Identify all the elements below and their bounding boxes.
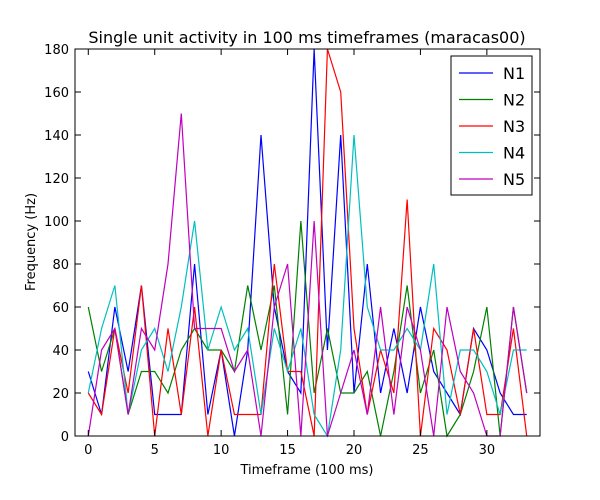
series-line-n5	[87, 113, 528, 437]
legend-label-n4: N4	[503, 144, 525, 163]
legend-label-n2: N2	[503, 91, 525, 110]
x-axis-ticks: 0 5 10 15 20 25 30	[84, 49, 495, 458]
y-tick-label: 80	[52, 258, 69, 273]
x-tick-label: 30	[479, 443, 496, 458]
y-axis-ticks: 0 20 40 60 80 100 120 140 160 180	[44, 43, 540, 445]
x-tick-label: 10	[213, 443, 230, 458]
y-tick-label: 60	[52, 301, 69, 316]
x-tick-label: 0	[84, 443, 92, 458]
series-line-n1	[87, 48, 527, 437]
legend-label-n5: N5	[503, 170, 525, 189]
y-tick-label: 160	[44, 86, 69, 101]
x-axis-label: Timeframe (100 ms)	[239, 463, 373, 478]
plot-area	[87, 48, 528, 438]
y-tick-label: 180	[44, 43, 69, 58]
legend: N1 N2 N3 N4 N5	[450, 55, 533, 196]
x-tick-label: 15	[279, 443, 296, 458]
x-tick-label: 25	[412, 443, 429, 458]
chart-title: Single unit activity in 100 ms timeframe…	[88, 28, 525, 47]
y-tick-label: 20	[52, 387, 69, 402]
y-tick-label: 140	[44, 129, 69, 144]
legend-label-n1: N1	[503, 64, 525, 83]
y-axis-label: Frequency (Hz)	[24, 193, 39, 291]
legend-label-n3: N3	[503, 117, 525, 136]
y-tick-label: 120	[44, 172, 69, 187]
x-tick-label: 5	[151, 443, 159, 458]
x-tick-label: 20	[346, 443, 363, 458]
y-tick-label: 0	[61, 430, 69, 445]
plot-frame	[74, 48, 541, 437]
series-line-n4	[87, 134, 527, 438]
y-tick-label: 40	[52, 344, 69, 359]
y-tick-label: 100	[44, 215, 69, 230]
